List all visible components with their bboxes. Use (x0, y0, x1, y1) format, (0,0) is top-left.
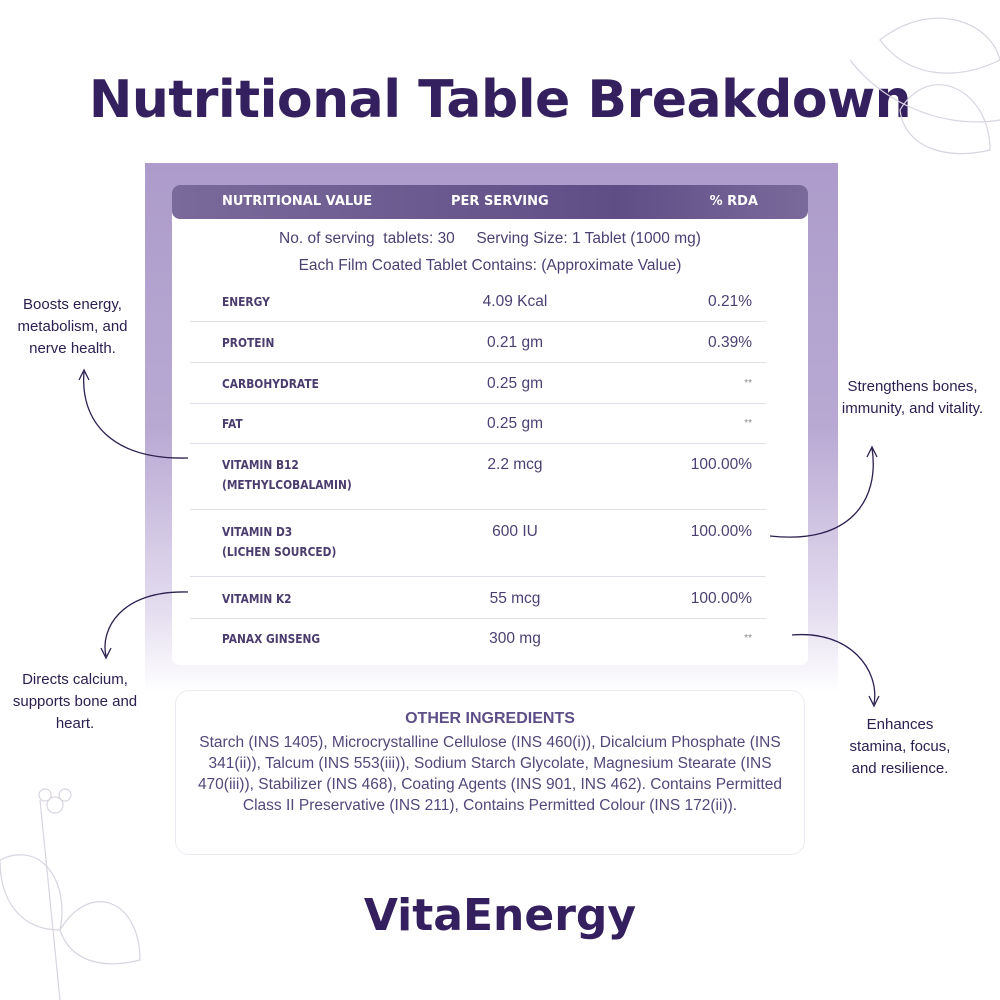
contains-info: Each Film Coated Tablet Contains: (Appro… (298, 257, 682, 274)
brand-name: VitaEnergy (363, 890, 637, 941)
note-b12: Boosts energy, metabolism, and nerve hea… (17, 296, 128, 357)
page-title: Nutritional Table Breakdown (88, 70, 912, 130)
nutrient-name: PROTEIN (222, 333, 274, 353)
rda-value: 100.00% (690, 456, 752, 473)
arrow-d3 (769, 447, 874, 538)
rda-value: ** (744, 633, 752, 644)
other-ingredients-box: OTHER INGREDIENTS Starch (INS 1405), Mic… (175, 690, 805, 855)
table-row: VITAMIN B12 (METHYLCOBALAMIN) 2.2 mcg 100… (190, 455, 766, 510)
table-row: FAT 0.25 gm ** (190, 414, 766, 444)
table-row: PANAX GINSENG 300 mg ** (190, 629, 766, 657)
nutrient-label: VITAMIN K2 (222, 591, 292, 606)
arrowhead-icon (866, 445, 878, 458)
nutrient-name: PANAX GINSENG (222, 629, 320, 649)
per-serving-value: 600 IU (492, 523, 538, 540)
arrow-k2 (104, 591, 189, 657)
nutrition-table-card (172, 185, 808, 665)
rda-value: 0.39% (708, 334, 752, 351)
leaf-illustration-icon (0, 17, 1000, 1000)
rda-value: 0.21% (708, 293, 752, 310)
per-serving-value: 0.25 gm (486, 415, 543, 432)
nutrient-name: VITAMIN K2 (222, 589, 292, 609)
serving-info: No. of serving tablets: 30 Serving Size:… (279, 230, 701, 247)
per-serving-value: 0.25 gm (486, 375, 543, 392)
rda-value: ** (744, 418, 752, 429)
nutrient-label: PANAX GINSENG (222, 631, 321, 646)
header-per-serving: PER SERVING (451, 194, 549, 209)
nutrient-label: ENERGY (222, 294, 270, 309)
note-d3: Strengthens bones, immunity, and vitalit… (841, 378, 984, 417)
nutrient-label: FAT (222, 416, 243, 431)
nutrient-name: VITAMIN B12 (METHYLCOBALAMIN) (222, 455, 352, 495)
rda-value: 100.00% (690, 523, 752, 540)
table-row: CARBOHYDRATE 0.25 gm ** (190, 374, 766, 404)
header-nutritional-value: NUTRITIONAL VALUE (222, 194, 373, 209)
arrowhead-icon (868, 695, 880, 708)
nutrient-sub: (LICHEN SOURCED) (222, 544, 337, 559)
per-serving-value: 55 mcg (489, 590, 541, 607)
arrow-ginseng (791, 634, 876, 705)
other-ingredients-title: OTHER INGREDIENTS (405, 710, 575, 727)
arrowhead-icon (100, 647, 112, 660)
nutrient-label: PROTEIN (222, 335, 275, 350)
per-serving-value: 2.2 mcg (487, 456, 543, 473)
nutrient-name: ENERGY (222, 292, 270, 312)
nutrient-name: CARBOHYDRATE (222, 374, 319, 394)
note-ginseng: Enhances stamina, focus, and resilience. (849, 716, 951, 777)
table-row: VITAMIN K2 55 mcg 100.00% (190, 589, 766, 619)
nutrient-label: VITAMIN D3 (222, 524, 293, 539)
nutrient-name: VITAMIN D3 (LICHEN SOURCED) (222, 522, 336, 562)
header-rda: % RDA (709, 194, 758, 209)
rda-value: 100.00% (690, 590, 752, 607)
note-k2: Directs calcium, supports bone and heart… (12, 671, 138, 732)
rda-value: ** (744, 378, 752, 389)
per-serving-value: 300 mg (489, 630, 541, 647)
per-serving-value: 0.21 gm (486, 334, 543, 351)
nutrient-name: FAT (222, 414, 243, 434)
table-row: ENERGY 4.09 Kcal 0.21% (190, 292, 766, 322)
table-header: NUTRITIONAL VALUE PER SERVING % RDA (172, 185, 808, 219)
table-row: PROTEIN 0.21 gm 0.39% (190, 333, 766, 363)
per-serving-value: 4.09 Kcal (482, 293, 548, 310)
other-ingredients-text: Starch (INS 1405), Microcrystalline Cell… (197, 734, 783, 814)
nutrient-label: VITAMIN B12 (222, 457, 299, 472)
arrowhead-icon (78, 368, 90, 381)
nutrient-sub: (METHYLCOBALAMIN) (222, 477, 352, 492)
nutrient-label: CARBOHYDRATE (222, 376, 319, 391)
table-row: VITAMIN D3 (LICHEN SOURCED) 600 IU 100.00… (190, 522, 766, 577)
arrow-b12 (83, 371, 189, 459)
